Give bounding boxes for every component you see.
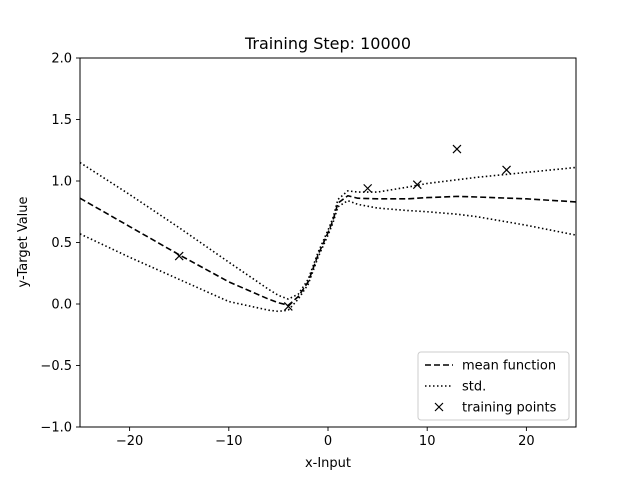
y-tick-label: 1.5 (51, 113, 72, 128)
legend-label: mean function (462, 359, 556, 374)
legend-marker-training-points (434, 402, 444, 412)
x-tick-label: 10 (419, 434, 436, 449)
x-tick-label: 20 (518, 434, 535, 449)
training-point-marker (363, 183, 373, 193)
y-tick-label: −0.5 (40, 359, 72, 374)
y-tick-label: 1.0 (51, 175, 72, 190)
training-point-marker (412, 180, 422, 190)
y-tick-label: 0.0 (51, 298, 72, 313)
training-point-marker (502, 165, 511, 175)
y-tick-label: 2.0 (51, 52, 72, 67)
x-tick-label: −20 (116, 434, 143, 449)
training-point-marker (452, 144, 462, 154)
y-tick-label: −1.0 (40, 421, 72, 436)
y-axis-title: y-Target Value (16, 196, 31, 287)
x-tick-label: −10 (215, 434, 242, 449)
training-point-marker (283, 302, 293, 311)
legend-box (417, 351, 570, 421)
training-point-marker (174, 251, 184, 261)
legend-label: std. (462, 380, 486, 395)
mean-function-line (80, 194, 576, 307)
chart-title: Training Step: 10000 (244, 34, 411, 53)
legend: mean function std. training points (417, 351, 570, 421)
x-axis-title: x-Input (305, 456, 351, 471)
legend-label: training points (462, 401, 557, 416)
plot-area: −20 −10 0 10 20 −1.0 −0.5 0.0 0.5 1.0 1.5 2.0 (40, 52, 577, 449)
x-tick-label: 0 (324, 434, 332, 449)
y-tick-label: 0.5 (51, 236, 72, 251)
plot-frame (79, 57, 577, 428)
std-lower-line (80, 199, 576, 313)
